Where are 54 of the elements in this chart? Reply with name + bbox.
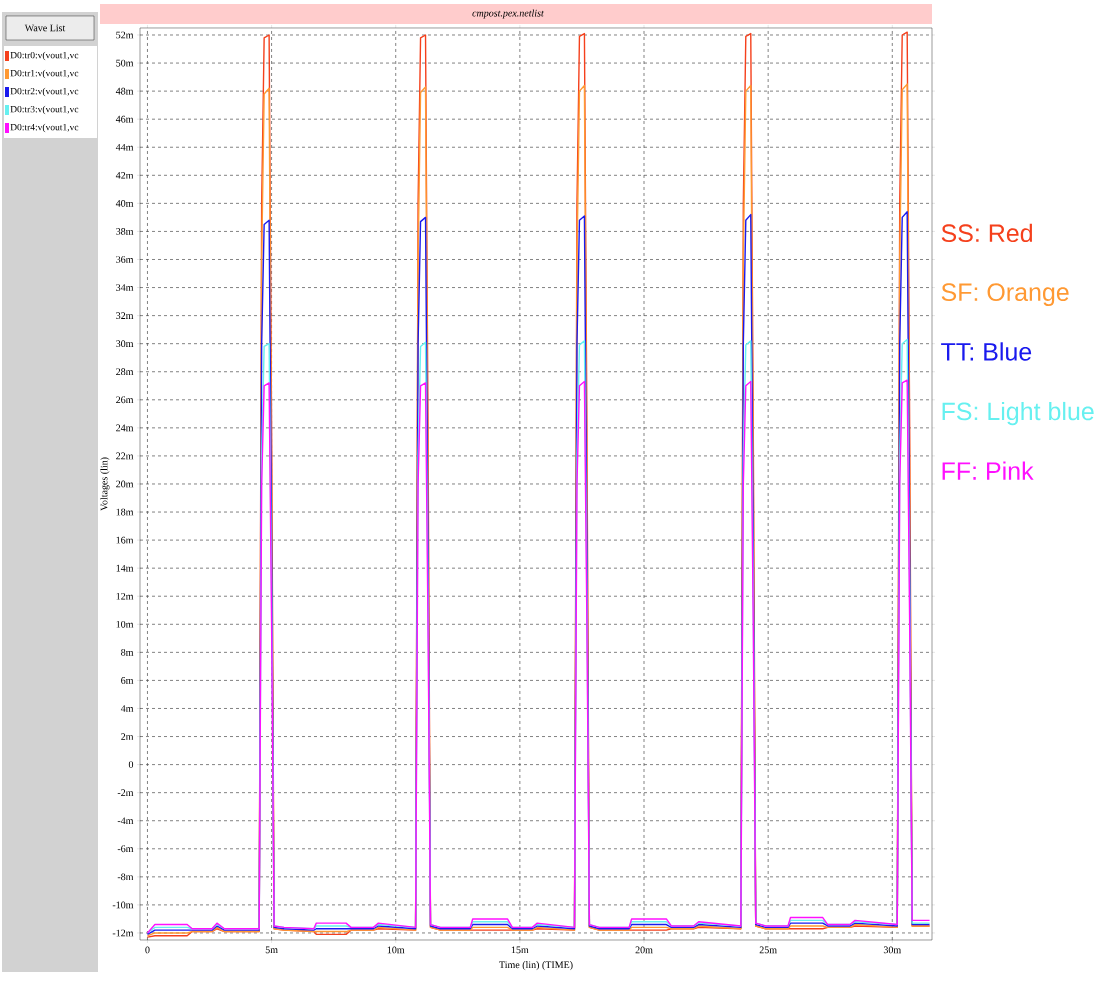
y-tick-label: -6m <box>117 845 134 853</box>
series-label: FS: Light blue <box>942 401 1094 426</box>
y-tick-label: 44m <box>115 143 134 151</box>
y-tick-label: 8m <box>121 648 134 656</box>
text: D0:tr4:v(vout1,vc <box>10 123 79 133</box>
text: D0:tr0:v(vout1,vc <box>10 51 79 61</box>
y-tick-label: -4m <box>117 817 134 825</box>
text: D0:tr2:v(vout1,vc <box>10 87 79 97</box>
y-tick-label: 2m <box>121 733 134 740</box>
x-tick-label: 30m <box>883 946 902 954</box>
y-tick-label: 12m <box>116 592 134 600</box>
y-tick-label: 40m <box>115 200 134 207</box>
y-tick-label: 16m <box>116 536 134 544</box>
series-label: SS: Red <box>941 223 1033 243</box>
y-tick-label: 36m <box>116 256 134 263</box>
x-axis-title: Time (lin) (TIME) <box>499 961 573 971</box>
x-tick-label: 0 <box>145 946 150 954</box>
y-tick-label: 26m <box>116 396 134 404</box>
y-tick-label: 10m <box>116 620 134 628</box>
y-tick-label: 38m <box>116 228 134 235</box>
y-axis-title: Voltages (lin) <box>100 457 110 511</box>
x-tick-label: 5m <box>265 946 278 954</box>
y-tick-label: 18m <box>116 508 134 516</box>
text: Wave List <box>24 24 66 32</box>
y-tick-label: -2m <box>117 789 134 796</box>
x-tick-label: 25m <box>759 946 777 954</box>
y-tick-label: 32m <box>116 312 134 319</box>
y-tick-label: 30m <box>116 340 134 348</box>
chart-title: cmpost.pex.netlist <box>472 9 544 19</box>
y-tick-label: 0 <box>128 761 134 768</box>
y-tick-label: 28m <box>116 368 134 376</box>
y-tick-label: 20m <box>116 480 134 488</box>
series-label: FF: Pink <box>942 461 1034 480</box>
y-tick-label: 50m <box>116 59 134 67</box>
y-tick-label: -12m <box>112 929 134 937</box>
y-tick-label: 46m <box>115 115 134 123</box>
text: D0:tr3:v(vout1,vc <box>10 105 79 115</box>
y-tick-label: 34m <box>116 284 134 291</box>
series-label: SF: Orange <box>941 283 1069 306</box>
x-tick-label: 20m <box>635 946 653 954</box>
y-tick-label: 42m <box>115 172 134 179</box>
series-label: TT: Blue <box>941 342 1032 361</box>
y-tick-label: 22m <box>116 452 134 460</box>
y-tick-label: -10m <box>112 901 134 909</box>
x-tick-label: 15m <box>511 946 529 954</box>
text: D0:tr1:v(vout1,vc <box>10 69 79 79</box>
y-tick-label: 6m <box>121 677 134 684</box>
y-tick-label: 52m <box>116 31 134 39</box>
y-tick-label: 14m <box>116 564 134 572</box>
y-tick-label: 48m <box>115 87 134 95</box>
y-tick-label: -8m <box>117 873 134 881</box>
x-tick-label: 10m <box>387 946 405 954</box>
y-tick-label: 4m <box>120 705 134 712</box>
y-tick-label: 24m <box>116 424 134 432</box>
